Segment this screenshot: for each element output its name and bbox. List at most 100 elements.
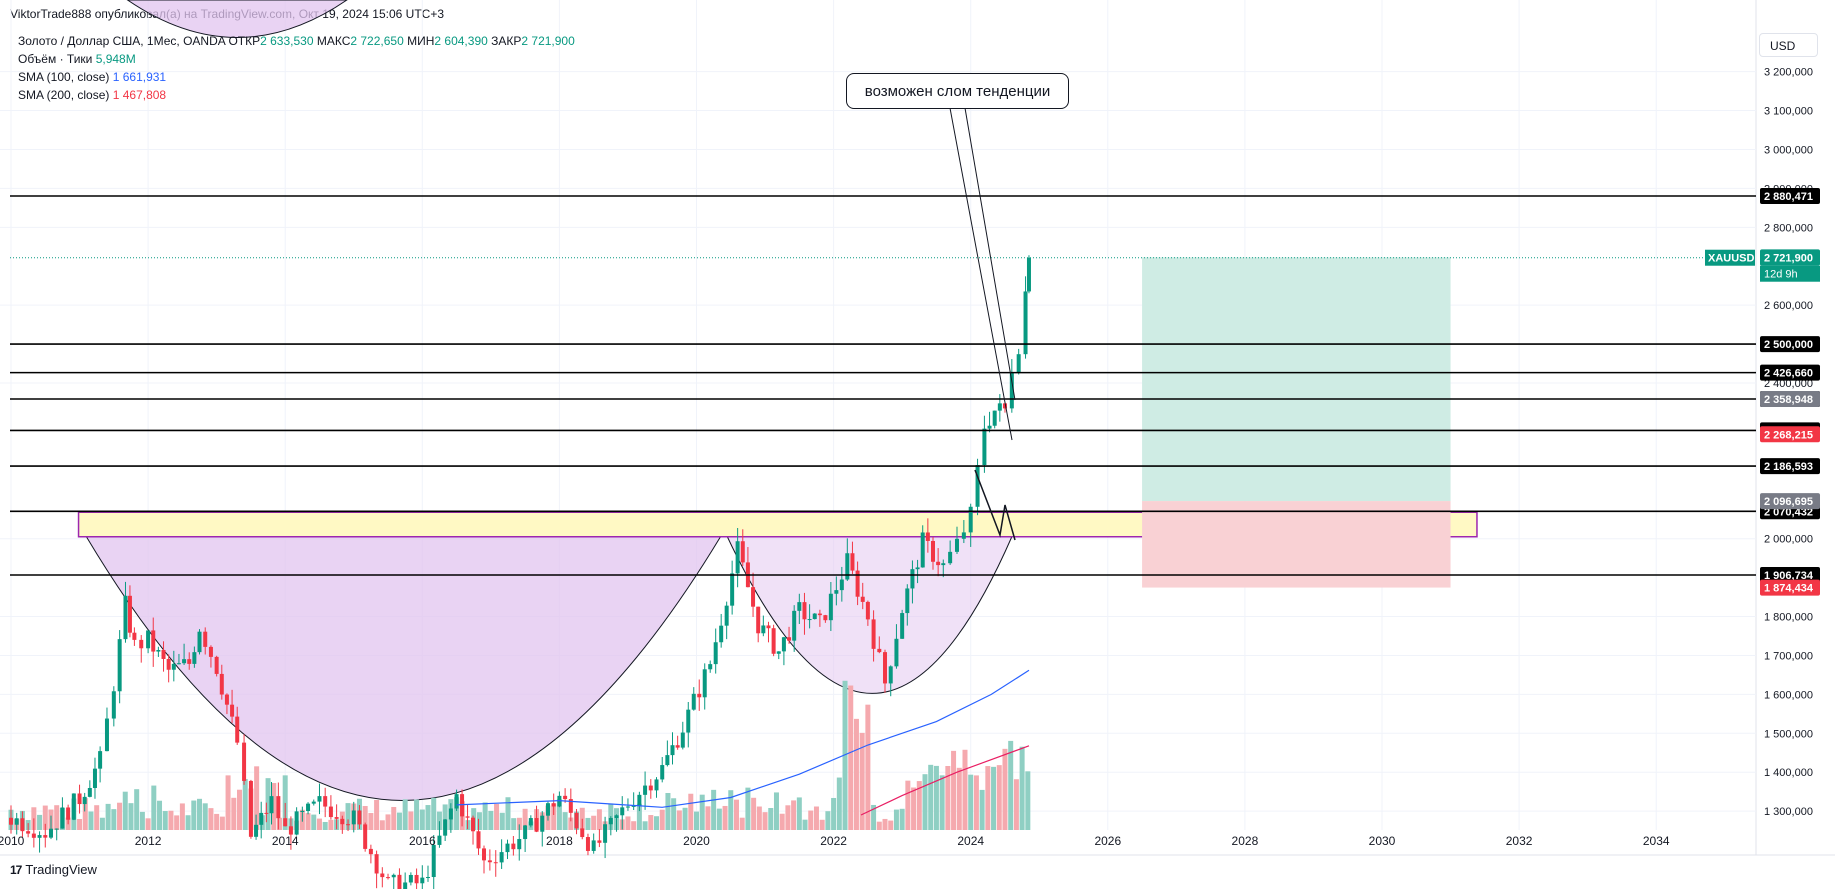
- volume-bar: [134, 789, 140, 830]
- volume-bar: [916, 781, 922, 830]
- candle-body: [936, 561, 941, 566]
- price-label-bg: [1760, 493, 1820, 510]
- volume-bar: [568, 817, 574, 830]
- volume-bar: [933, 765, 939, 830]
- candle-body: [235, 716, 240, 743]
- candle-body: [941, 563, 946, 566]
- volume-bar: [848, 685, 854, 830]
- volume-bar: [739, 817, 745, 830]
- volume-bar: [756, 806, 762, 830]
- candle-body: [499, 852, 504, 863]
- candle-body: [1009, 372, 1014, 409]
- candle-body: [60, 807, 65, 829]
- volume-bar: [1013, 779, 1019, 830]
- candle-body: [71, 793, 76, 820]
- candle-body: [426, 877, 431, 879]
- candle-body: [317, 796, 322, 802]
- annotation-callout[interactable]: возможен слом тенденции: [846, 73, 1069, 109]
- volume-bar: [265, 778, 271, 830]
- chart-legend: Золото / Доллар США, 1Мес, OANDA ОТКР2 6…: [18, 32, 575, 104]
- candle-body: [585, 837, 590, 851]
- x-tick-label: 2018: [546, 834, 573, 848]
- candle-body: [982, 428, 987, 466]
- symbol-tag: XAUUSD: [1708, 253, 1755, 265]
- candle-body: [730, 573, 735, 606]
- candle-body: [123, 595, 128, 640]
- candle-body: [930, 540, 935, 562]
- volume-bar: [665, 792, 671, 830]
- volume-bar: [94, 805, 100, 830]
- volume-bar: [522, 808, 528, 830]
- price-label-bg: [1760, 249, 1820, 266]
- volume-bar: [956, 767, 962, 830]
- x-tick-label: 2032: [1506, 834, 1533, 848]
- volume-bar: [322, 821, 328, 830]
- volume-bar: [853, 718, 859, 830]
- candle-body: [771, 628, 776, 654]
- sma100-label: SMA (100, close): [18, 70, 110, 84]
- level-price-label-bg: [1760, 364, 1820, 381]
- volume-bar: [779, 813, 785, 830]
- x-tick-label: 2016: [409, 834, 436, 848]
- volume-bar: [648, 815, 654, 830]
- volume-bar: [791, 800, 797, 830]
- candle-body: [597, 840, 602, 843]
- volume-bar: [694, 811, 699, 830]
- candle-body: [871, 619, 876, 649]
- candle-body: [397, 874, 402, 889]
- candle-body: [476, 831, 481, 849]
- candle-body: [182, 659, 187, 664]
- candle-body: [591, 840, 596, 851]
- candle-body: [900, 613, 905, 639]
- candle-body: [66, 807, 71, 820]
- volume-bar: [882, 818, 888, 830]
- candle-body: [735, 541, 740, 574]
- candle-body: [48, 828, 53, 838]
- candle-body: [20, 818, 25, 832]
- x-tick-label: 2028: [1232, 834, 1259, 848]
- volume-bar: [951, 750, 957, 830]
- volume-bar: [876, 821, 882, 830]
- candle-body: [756, 606, 761, 634]
- candle-body: [787, 637, 792, 641]
- candle-body: [574, 812, 579, 829]
- volume-bar: [368, 813, 374, 830]
- level-price-label: 2 426,660: [1764, 368, 1813, 380]
- legend-sma200-row: SMA (200, close) 1 467,808: [18, 86, 575, 104]
- volume-bar: [99, 817, 105, 830]
- price-label-bg: [1760, 579, 1820, 596]
- candle-body: [87, 787, 92, 797]
- legend-sma100-row: SMA (100, close) 1 661,931: [18, 68, 575, 86]
- candle-body: [242, 742, 247, 781]
- candle-body: [961, 532, 966, 539]
- candle-body: [92, 768, 97, 788]
- currency-button[interactable]: USD: [1759, 33, 1818, 57]
- x-tick-label: 2020: [683, 834, 710, 848]
- volume-bar: [991, 766, 997, 830]
- candle-body: [269, 796, 274, 814]
- candle-body: [197, 631, 202, 653]
- candle-body: [670, 745, 675, 756]
- candle-body: [643, 785, 648, 795]
- candle-body: [230, 704, 235, 717]
- volume-bar: [562, 812, 568, 830]
- volume-label: Объём · Тики: [18, 52, 93, 66]
- level-price-label: 2 880,471: [1764, 191, 1813, 203]
- volume-bar: [128, 803, 134, 830]
- y-tick-label: 2 600,000: [1764, 300, 1813, 312]
- candle-body: [751, 587, 756, 607]
- volume-bar: [945, 766, 951, 830]
- candle-body: [915, 567, 920, 570]
- ohlc-close-value: 2 721,900: [521, 34, 575, 48]
- candle-body: [625, 806, 630, 808]
- candle-body: [363, 824, 368, 849]
- candle-body: [219, 673, 224, 695]
- countdown-bg: [1760, 265, 1820, 282]
- candle-body: [465, 816, 470, 818]
- price-label-bg: [1760, 390, 1820, 407]
- price-label: 2 268,215: [1764, 429, 1813, 441]
- volume-bar: [888, 820, 894, 830]
- volume-bar: [345, 803, 351, 830]
- volume-bar: [122, 791, 128, 830]
